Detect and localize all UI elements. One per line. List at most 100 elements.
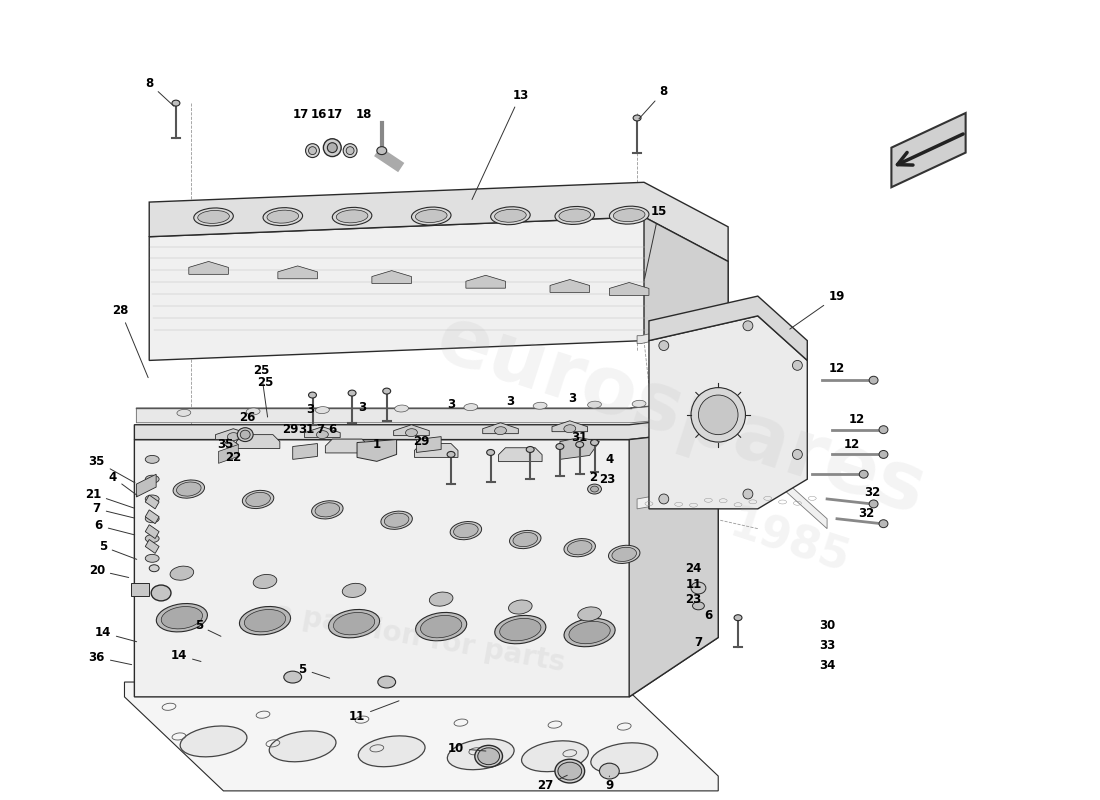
- Polygon shape: [145, 525, 160, 538]
- Ellipse shape: [145, 495, 160, 503]
- Ellipse shape: [559, 209, 591, 222]
- Ellipse shape: [734, 614, 742, 621]
- Ellipse shape: [591, 439, 598, 446]
- Polygon shape: [466, 275, 506, 288]
- Text: 12: 12: [829, 362, 845, 375]
- Text: 35: 35: [217, 438, 233, 451]
- Ellipse shape: [180, 726, 246, 757]
- Polygon shape: [417, 437, 441, 453]
- Ellipse shape: [879, 520, 888, 528]
- Ellipse shape: [383, 388, 390, 394]
- Text: 3: 3: [506, 395, 515, 409]
- Polygon shape: [150, 217, 728, 361]
- Ellipse shape: [145, 514, 160, 522]
- Ellipse shape: [406, 429, 417, 437]
- Text: 5: 5: [99, 540, 136, 559]
- Ellipse shape: [564, 425, 575, 433]
- Polygon shape: [216, 429, 251, 439]
- Text: 26: 26: [239, 411, 255, 424]
- Ellipse shape: [691, 582, 706, 594]
- Ellipse shape: [632, 400, 646, 407]
- Text: 5: 5: [298, 662, 330, 678]
- Text: 6: 6: [704, 610, 713, 622]
- Ellipse shape: [609, 206, 649, 224]
- Polygon shape: [136, 474, 156, 497]
- Polygon shape: [498, 448, 542, 462]
- Ellipse shape: [343, 144, 358, 158]
- Ellipse shape: [342, 583, 366, 598]
- Text: 12: 12: [844, 438, 860, 451]
- Ellipse shape: [246, 408, 260, 415]
- Ellipse shape: [384, 513, 409, 527]
- Ellipse shape: [614, 209, 645, 222]
- Ellipse shape: [284, 671, 301, 683]
- Text: 7: 7: [694, 636, 703, 649]
- Polygon shape: [552, 421, 587, 432]
- Polygon shape: [326, 439, 368, 453]
- Polygon shape: [145, 510, 160, 524]
- Text: 14: 14: [170, 649, 201, 662]
- Ellipse shape: [534, 402, 547, 410]
- Text: 6: 6: [328, 423, 337, 436]
- Text: 1: 1: [373, 438, 381, 451]
- Text: 22: 22: [226, 451, 242, 464]
- Ellipse shape: [634, 115, 641, 121]
- Ellipse shape: [244, 610, 286, 632]
- Polygon shape: [293, 443, 318, 459]
- Polygon shape: [124, 682, 718, 791]
- Text: 7: 7: [317, 423, 324, 436]
- Ellipse shape: [447, 451, 455, 458]
- Ellipse shape: [495, 210, 526, 222]
- Ellipse shape: [308, 392, 317, 398]
- Text: 8: 8: [639, 85, 668, 119]
- Polygon shape: [644, 217, 728, 341]
- Ellipse shape: [317, 430, 328, 438]
- Text: 4: 4: [605, 453, 614, 466]
- Ellipse shape: [359, 736, 425, 766]
- Polygon shape: [372, 270, 411, 283]
- Ellipse shape: [198, 210, 230, 223]
- Text: 3: 3: [568, 391, 575, 405]
- Ellipse shape: [495, 615, 546, 644]
- Ellipse shape: [145, 534, 160, 542]
- Ellipse shape: [267, 210, 298, 223]
- Text: 23: 23: [685, 594, 702, 606]
- Ellipse shape: [253, 574, 277, 589]
- Ellipse shape: [659, 494, 669, 504]
- Polygon shape: [131, 583, 150, 596]
- Text: 3: 3: [447, 398, 455, 411]
- Text: 12: 12: [848, 414, 865, 426]
- Ellipse shape: [556, 443, 564, 450]
- Ellipse shape: [228, 433, 240, 441]
- Ellipse shape: [411, 207, 451, 225]
- Text: 10: 10: [448, 742, 486, 755]
- Text: 33: 33: [820, 639, 835, 652]
- Ellipse shape: [151, 585, 170, 601]
- Ellipse shape: [420, 615, 462, 638]
- Ellipse shape: [513, 533, 538, 546]
- Ellipse shape: [333, 613, 375, 635]
- Text: a passion for parts: a passion for parts: [272, 598, 566, 677]
- Ellipse shape: [693, 602, 704, 610]
- Ellipse shape: [859, 470, 868, 478]
- Polygon shape: [637, 309, 760, 343]
- Ellipse shape: [150, 565, 160, 572]
- Ellipse shape: [509, 530, 541, 549]
- Ellipse shape: [578, 607, 602, 621]
- Ellipse shape: [869, 500, 878, 508]
- Ellipse shape: [395, 405, 408, 412]
- Ellipse shape: [172, 100, 180, 106]
- Ellipse shape: [569, 622, 611, 644]
- Polygon shape: [629, 430, 718, 697]
- Text: 13: 13: [472, 89, 528, 199]
- Ellipse shape: [612, 547, 637, 562]
- Text: 17: 17: [327, 109, 343, 122]
- Text: 29: 29: [414, 435, 429, 448]
- Polygon shape: [224, 438, 239, 451]
- Ellipse shape: [416, 613, 466, 641]
- Ellipse shape: [495, 426, 506, 434]
- Text: 8: 8: [145, 77, 174, 106]
- Ellipse shape: [691, 388, 746, 442]
- Polygon shape: [637, 474, 827, 529]
- Polygon shape: [236, 434, 279, 449]
